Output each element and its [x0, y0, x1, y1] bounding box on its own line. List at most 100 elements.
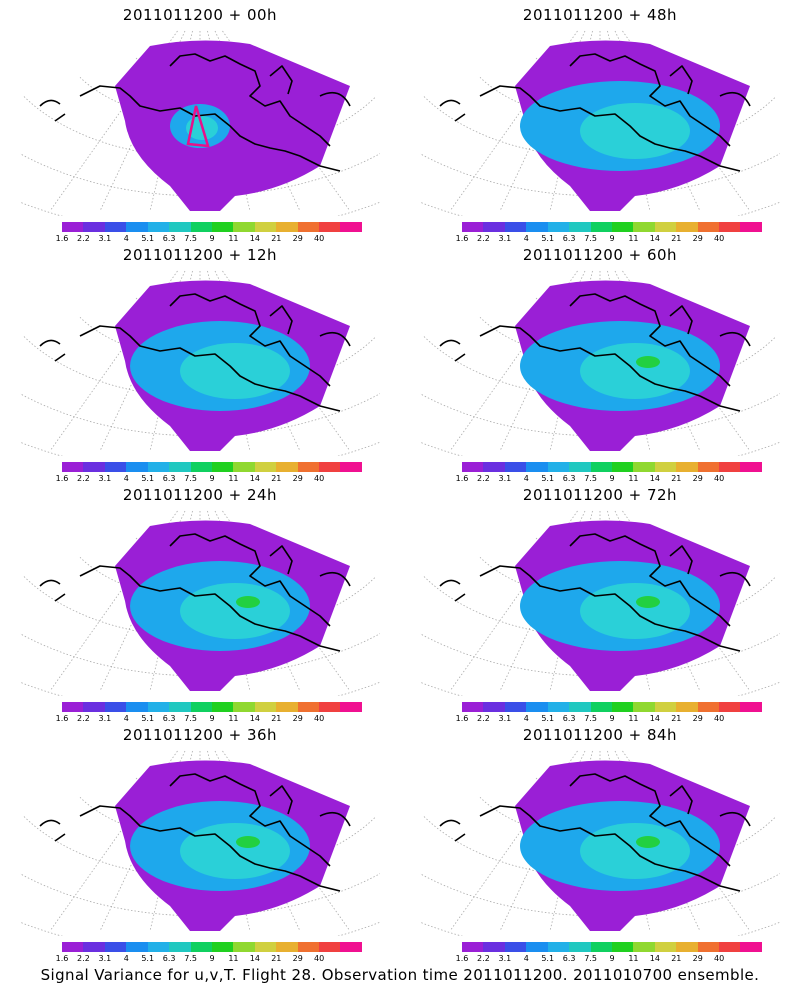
colorbar-swatch — [504, 462, 527, 472]
panel-title: 2011011200 + 72h — [522, 486, 678, 504]
colorbar-swatch — [740, 942, 762, 952]
colorbar-swatch — [83, 222, 105, 232]
graticule-line — [420, 393, 780, 437]
colorbar-swatch — [483, 702, 505, 712]
graticule-line — [23, 96, 377, 158]
colorbar-swatch — [340, 222, 362, 232]
colorbar-swatch — [740, 702, 762, 712]
colorbar-swatch — [62, 222, 84, 232]
colorbar-swatch — [276, 942, 298, 952]
colorbar-label: 4 — [523, 234, 529, 243]
colorbar-label: 9 — [609, 714, 615, 723]
colorbar-label: 7.5 — [184, 954, 197, 963]
colorbar-label: 2.2 — [477, 474, 490, 483]
colorbar-swatch — [462, 222, 484, 232]
panel-24h: 2011011200 + 24h 1.6 2.2 3.1 4 5.1 6.3 7.5 9 11 1… — [0, 480, 400, 723]
graticule-line — [499, 510, 586, 692]
colorbar-label: 29 — [292, 474, 303, 483]
graticule-line — [99, 270, 186, 452]
colorbar-swatch — [104, 942, 127, 952]
colorbar-label: 3.1 — [98, 954, 112, 963]
colorbar-swatch — [169, 942, 191, 952]
colorbar-label: 3.1 — [98, 714, 112, 723]
panel-72h: 2011011200 + 72h 1.6 2.2 3.1 4 5.1 6.3 7.5 9 11 1… — [400, 480, 800, 723]
colorbar-swatch — [169, 222, 191, 232]
colorbar-label: 5.1 — [541, 714, 555, 723]
colorbar-label: 3.1 — [498, 234, 512, 243]
colorbar-labels: 1.6 2.2 3.1 4 5.1 6.3 7.5 9 11 14 21 29 40 — [450, 714, 770, 726]
colorbar-label: 2.2 — [77, 234, 90, 243]
colorbar-swatch — [233, 702, 255, 712]
colorbar-swatch — [104, 222, 127, 232]
graticule-line — [420, 153, 780, 197]
colorbar-swatch — [190, 462, 212, 472]
panel-48h: 2011011200 + 48h 1.6 2.2 3.1 4 5.1 6.3 7.5 9 11 1… — [400, 0, 800, 243]
colorbar-label: 21 — [671, 474, 682, 483]
colorbar — [62, 702, 362, 712]
colorbar-label: 5.1 — [541, 234, 555, 243]
colorbar-swatch — [126, 462, 148, 472]
colorbar-label: 3.1 — [498, 954, 512, 963]
colorbar-swatch — [697, 462, 720, 472]
variance-field — [115, 40, 350, 211]
map-60h — [420, 270, 780, 456]
colorbar-swatch — [254, 702, 277, 712]
colorbar-swatch — [526, 462, 548, 472]
colorbar-swatch — [297, 462, 320, 472]
colorbar-swatch — [147, 702, 170, 712]
coastline — [439, 293, 751, 412]
colorbar-label: 14 — [649, 234, 660, 243]
variance-field — [115, 520, 350, 691]
colorbar-swatch — [547, 222, 570, 232]
colorbar — [462, 462, 762, 472]
colorbar-swatch — [276, 222, 298, 232]
graticule-line — [423, 96, 777, 158]
colorbar-label: 11 — [628, 954, 639, 963]
panel-title: 2011011200 + 84h — [522, 726, 678, 744]
graticule-line — [20, 873, 380, 917]
colorbar-label: 4 — [123, 474, 129, 483]
graticule-line — [99, 750, 186, 932]
colorbar-label: 14 — [649, 954, 660, 963]
colorbar-label: 40 — [314, 954, 325, 963]
map-72h — [420, 510, 780, 696]
colorbar-label: 4 — [123, 234, 129, 243]
colorbar-label: 11 — [228, 714, 239, 723]
colorbar-label: 40 — [714, 714, 725, 723]
graticule-line — [99, 30, 186, 212]
colorbar-swatch — [569, 462, 591, 472]
variance-field — [115, 280, 350, 451]
colorbar-labels: 1.6 2.2 3.1 4 5.1 6.3 7.5 9 11 14 21 29 40 — [450, 954, 770, 966]
colorbar-label: 4 — [523, 474, 529, 483]
variance-field — [515, 280, 750, 451]
colorbar-swatch — [190, 942, 212, 952]
colorbar-label: 11 — [628, 474, 639, 483]
colorbar-label: 1.6 — [55, 954, 69, 963]
colorbar-swatch — [483, 222, 505, 232]
colorbar-label: 40 — [314, 474, 325, 483]
coastline — [439, 773, 751, 892]
colorbar-label: 21 — [271, 714, 282, 723]
colorbar-label: 1.6 — [455, 954, 469, 963]
panel-title: 2011011200 + 60h — [522, 246, 678, 264]
figure-caption: Signal Variance for u,v,T. Flight 28. Ob… — [40, 966, 760, 984]
colorbar-label: 2.2 — [477, 954, 490, 963]
colorbar-label: 6.3 — [562, 714, 576, 723]
colorbar-swatch — [569, 942, 591, 952]
colorbar-swatch — [340, 462, 362, 472]
colorbar-swatch — [590, 942, 612, 952]
colorbar-label: 9 — [209, 954, 215, 963]
colorbar-label: 5.1 — [541, 954, 555, 963]
colorbar-swatch — [590, 222, 612, 232]
field-region — [636, 596, 660, 608]
colorbar-swatch — [633, 462, 655, 472]
flight-track — [186, 105, 210, 148]
colorbar — [62, 462, 362, 472]
coastline — [439, 53, 751, 172]
colorbar-swatch — [483, 462, 505, 472]
colorbar-swatch — [62, 942, 84, 952]
colorbar-label: 29 — [692, 954, 703, 963]
colorbar-label: 3.1 — [498, 474, 512, 483]
colorbar-label: 11 — [228, 234, 239, 243]
colorbar-swatch — [211, 222, 234, 232]
